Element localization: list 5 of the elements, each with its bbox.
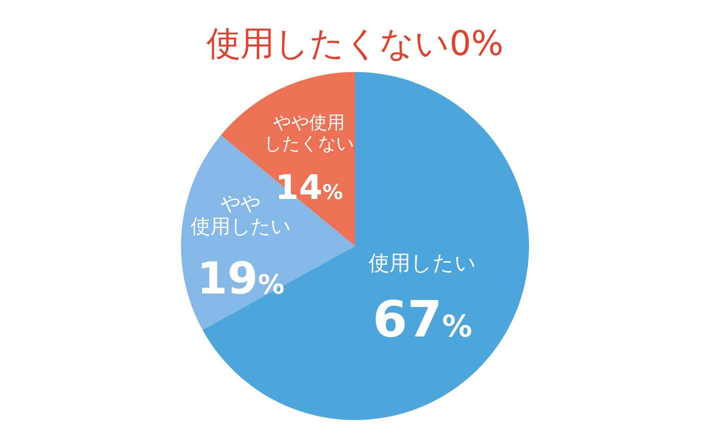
data-label: 67% [372,290,472,348]
chart-title: 使用したくない0% [206,24,504,64]
data-label: 19% [196,254,285,305]
slice-label: 使用したい [368,250,476,275]
slice-label: やや使用したくない [264,112,354,154]
